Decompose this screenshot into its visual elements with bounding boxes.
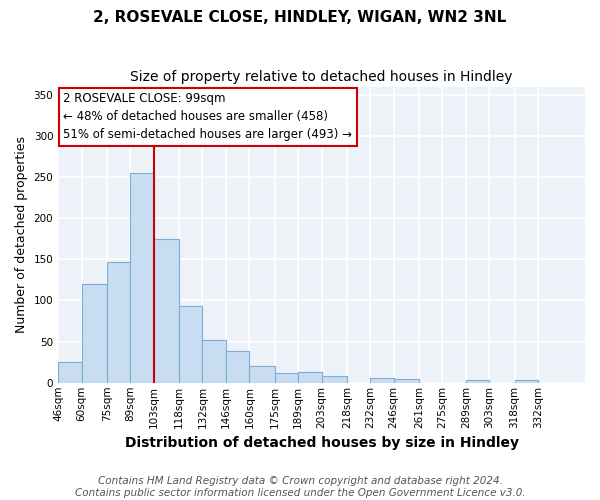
Text: Contains HM Land Registry data © Crown copyright and database right 2024.
Contai: Contains HM Land Registry data © Crown c…: [74, 476, 526, 498]
Bar: [202, 340, 226, 383]
Bar: [82, 284, 107, 383]
Bar: [275, 373, 298, 383]
Bar: [226, 352, 250, 383]
Y-axis label: Number of detached properties: Number of detached properties: [15, 136, 28, 333]
X-axis label: Distribution of detached houses by size in Hindley: Distribution of detached houses by size …: [125, 436, 518, 450]
Bar: [107, 262, 130, 383]
Bar: [58, 362, 82, 383]
Bar: [370, 378, 394, 383]
Text: 2, ROSEVALE CLOSE, HINDLEY, WIGAN, WN2 3NL: 2, ROSEVALE CLOSE, HINDLEY, WIGAN, WN2 3…: [94, 10, 506, 25]
Bar: [322, 376, 347, 383]
Bar: [515, 380, 538, 383]
Text: 2 ROSEVALE CLOSE: 99sqm
← 48% of detached houses are smaller (458)
51% of semi-d: 2 ROSEVALE CLOSE: 99sqm ← 48% of detache…: [64, 92, 352, 142]
Bar: [298, 372, 322, 383]
Bar: [154, 239, 179, 383]
Bar: [394, 378, 419, 383]
Bar: [250, 366, 275, 383]
Bar: [130, 173, 154, 383]
Bar: [466, 380, 490, 383]
Bar: [179, 306, 202, 383]
Title: Size of property relative to detached houses in Hindley: Size of property relative to detached ho…: [130, 70, 513, 84]
